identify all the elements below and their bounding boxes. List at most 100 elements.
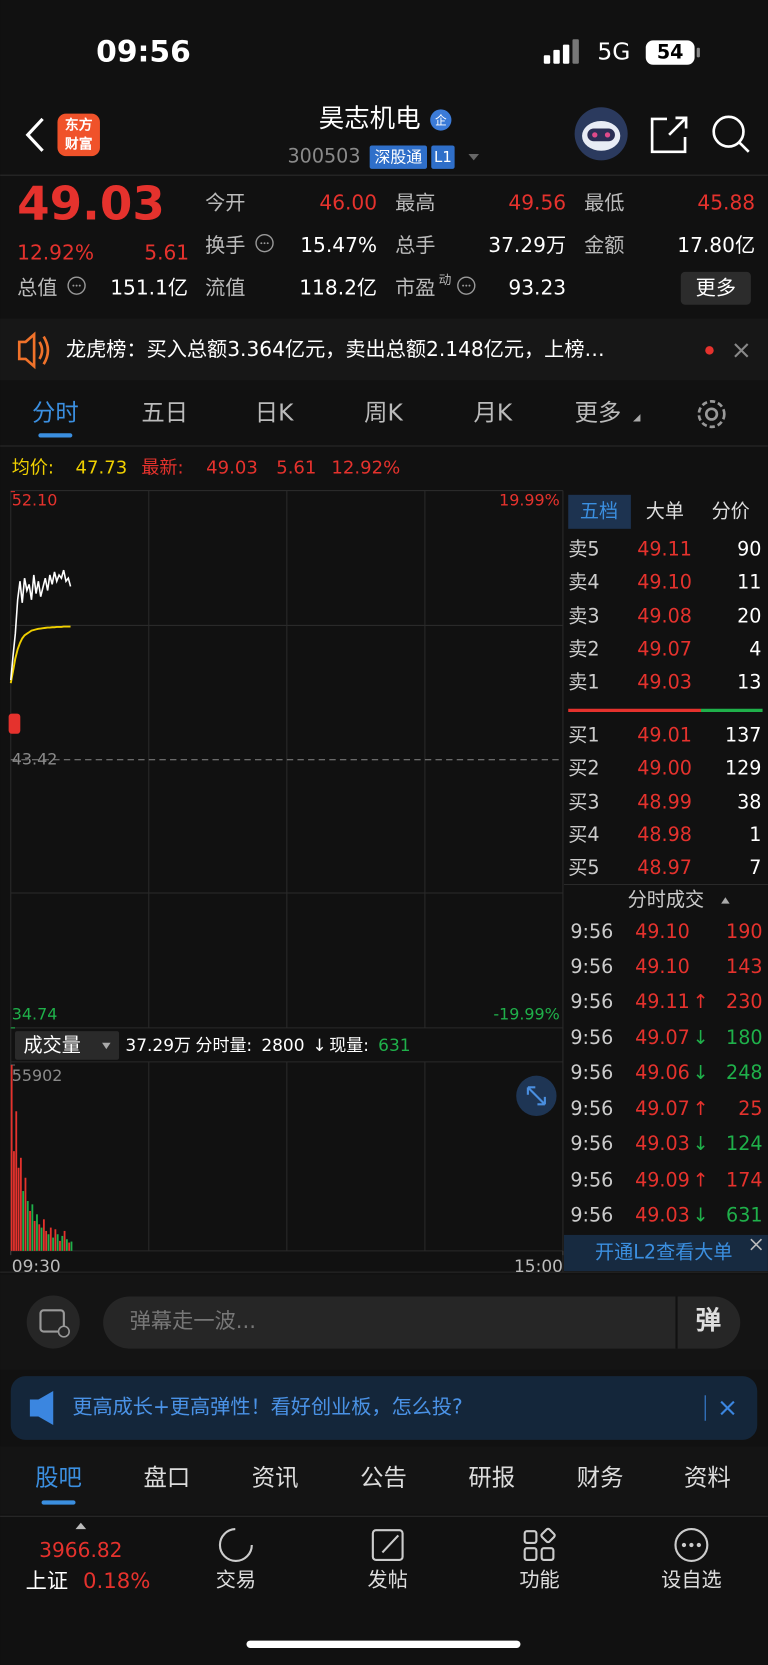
section-tab[interactable]: 研报 [468, 1464, 515, 1492]
info-icon[interactable] [67, 276, 86, 295]
nav-item[interactable]: 交易 [216, 1568, 256, 1592]
volume-bar [61, 1235, 64, 1251]
chart-tab[interactable]: 分时 [32, 399, 79, 427]
info-icon[interactable] [255, 233, 274, 253]
back-button[interactable] [25, 117, 44, 152]
l2-banner[interactable] [563, 1234, 768, 1272]
time-tick-label: 15:00 [514, 1257, 563, 1277]
volume-bar [13, 1151, 15, 1251]
notice-bar[interactable] [0, 318, 768, 381]
book-tab[interactable]: 大单 [646, 499, 684, 522]
l2-banner-text[interactable]: 开通L2查看大单 [595, 1240, 732, 1263]
section-tab[interactable]: 资讯 [252, 1464, 299, 1492]
chart-tab[interactable]: 周K [364, 399, 403, 427]
comment-placeholder[interactable]: 弹幕走一波... [130, 1309, 256, 1334]
avg-label: 均价: [12, 457, 54, 478]
notice-text[interactable]: 龙虎榜：买入总额3.364亿元，卖出总额2.148亿元，上榜… [66, 337, 605, 361]
close-button[interactable] [720, 1400, 735, 1416]
trade-time: 9:56 [570, 1026, 613, 1049]
robot-avatar[interactable] [574, 107, 628, 161]
nav-item[interactable]: 设自选 [661, 1568, 721, 1592]
level-price: 49.08 [637, 604, 692, 627]
volume-title[interactable]: 成交量 [23, 1033, 80, 1056]
section-tab[interactable]: 股吧 [35, 1464, 82, 1492]
volume-bar [31, 1204, 34, 1251]
trade-icon[interactable] [218, 1528, 253, 1562]
dropdown-arrow[interactable] [468, 153, 480, 161]
info-dot [468, 284, 471, 287]
close-button[interactable] [750, 1238, 763, 1251]
trade-time: 9:56 [570, 920, 613, 943]
level-volume: 13 [737, 670, 761, 693]
latest-label: 最新: [141, 457, 183, 478]
section-tab[interactable]: 公告 [360, 1464, 407, 1492]
expand-button[interactable] [516, 1075, 557, 1117]
field-label: 流值 [205, 275, 245, 299]
more-arrow[interactable] [633, 414, 641, 422]
more-button[interactable] [680, 271, 751, 305]
active-tab-underline [38, 433, 73, 438]
more-button-label[interactable]: 更多 [696, 275, 736, 299]
share-button[interactable] [650, 116, 688, 154]
info-icon[interactable] [457, 276, 476, 295]
volume-selector[interactable] [15, 1031, 120, 1060]
section-tab[interactable]: 盘口 [143, 1464, 190, 1492]
trades-title[interactable]: 分时成交 [628, 888, 704, 911]
level-volume: 137 [725, 723, 761, 746]
section-tab-bar [0, 1446, 768, 1515]
section-tab[interactable]: 财务 [577, 1464, 624, 1492]
info-dot [78, 284, 81, 287]
search-button[interactable] [712, 115, 750, 153]
latest-value: 49.03 [206, 457, 258, 478]
unread-dot [705, 346, 714, 355]
current-volume: 631 [378, 1036, 410, 1056]
chart-tab[interactable]: 日K [255, 399, 294, 427]
post-icon[interactable] [371, 1529, 404, 1561]
chart-tab[interactable]: 更多 [575, 399, 622, 427]
collapse-arrow[interactable] [721, 897, 730, 904]
level-volume: 1 [749, 823, 761, 846]
ad-banner[interactable] [10, 1376, 758, 1440]
level-volume: 7 [749, 856, 761, 879]
battery-cap [696, 47, 700, 58]
book-tab[interactable]: 五档 [580, 499, 618, 522]
info-dot [263, 242, 266, 245]
danmaku-toggle[interactable] [26, 1295, 80, 1349]
dropdown-arrow[interactable] [102, 1042, 111, 1050]
level-price: 48.98 [637, 823, 692, 846]
section-tab[interactable]: 资料 [684, 1464, 731, 1492]
price-line [9, 569, 72, 681]
level-price: 49.07 [637, 637, 692, 660]
price-marker [8, 713, 21, 734]
nav-item[interactable]: 发帖 [368, 1568, 408, 1592]
change-pct: 12.92% [17, 240, 94, 264]
badge: 企 [435, 114, 447, 128]
level-label: 买1 [568, 723, 599, 746]
level-volume: 90 [737, 538, 761, 561]
close-button[interactable] [734, 343, 749, 358]
ad-text[interactable]: 更高成长+更高弹性！看好创业板，怎么投? [72, 1395, 462, 1419]
level-price: 48.99 [637, 790, 692, 813]
volume-bar [22, 1191, 25, 1251]
active-tab-box [568, 494, 631, 529]
chart-tab[interactable]: 月K [473, 399, 512, 427]
battery-level: 54 [657, 41, 684, 64]
trade-price: 49.10 [635, 955, 690, 978]
chart-tab[interactable]: 五日 [141, 399, 188, 427]
volume-bar [59, 1240, 61, 1251]
comment-input[interactable] [103, 1296, 741, 1349]
level-label: 买4 [568, 823, 599, 846]
book-tab[interactable]: 分价 [712, 499, 750, 522]
trade-arrow: ↓ [692, 1203, 708, 1226]
settings-button[interactable] [697, 400, 726, 429]
danmaku-button[interactable]: 弹 [696, 1306, 721, 1336]
index-value[interactable]: 3966.82 [39, 1538, 122, 1562]
index-name[interactable]: 上证 [26, 1569, 68, 1594]
nav-item[interactable]: 功能 [519, 1568, 559, 1592]
expand-arrow[interactable] [75, 1522, 87, 1530]
function-icon[interactable] [523, 1527, 556, 1561]
index-pct[interactable]: 0.18% [83, 1569, 150, 1594]
price-tick-label: 34.74 [12, 1005, 58, 1024]
watchlist-icon[interactable] [674, 1528, 709, 1562]
